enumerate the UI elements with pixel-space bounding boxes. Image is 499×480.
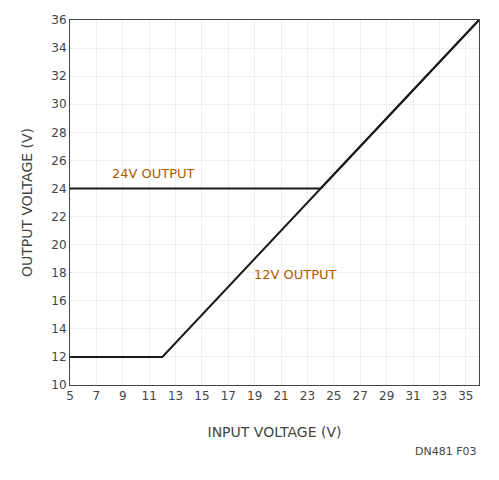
svg-text:30: 30: [51, 97, 66, 111]
svg-text:26: 26: [51, 154, 66, 168]
svg-text:9: 9: [119, 389, 127, 403]
svg-text:31: 31: [405, 389, 420, 403]
svg-text:INPUT VOLTAGE (V): INPUT VOLTAGE (V): [208, 424, 342, 440]
svg-text:19: 19: [247, 389, 262, 403]
svg-text:OUTPUT VOLTAGE (V): OUTPUT VOLTAGE (V): [19, 128, 35, 277]
svg-text:16: 16: [51, 294, 66, 308]
svg-text:36: 36: [51, 13, 66, 27]
svg-text:28: 28: [51, 126, 66, 140]
svg-text:14: 14: [51, 322, 66, 336]
svg-text:32: 32: [51, 69, 66, 83]
svg-text:21: 21: [273, 389, 288, 403]
svg-text:10: 10: [51, 378, 66, 392]
svg-text:35: 35: [458, 389, 473, 403]
svg-text:27: 27: [353, 389, 368, 403]
svg-text:23: 23: [300, 389, 315, 403]
svg-text:11: 11: [142, 389, 157, 403]
svg-text:15: 15: [194, 389, 209, 403]
svg-text:24V OUTPUT: 24V OUTPUT: [112, 166, 195, 181]
svg-text:20: 20: [51, 238, 66, 252]
svg-text:DN481 F03: DN481 F03: [415, 445, 477, 458]
svg-text:12: 12: [51, 350, 66, 364]
svg-text:22: 22: [51, 210, 66, 224]
svg-text:17: 17: [221, 389, 236, 403]
svg-text:18: 18: [51, 266, 66, 280]
svg-text:7: 7: [93, 389, 101, 403]
svg-text:29: 29: [379, 389, 394, 403]
svg-text:24: 24: [51, 182, 66, 196]
svg-text:13: 13: [168, 389, 183, 403]
svg-text:33: 33: [432, 389, 447, 403]
svg-text:5: 5: [66, 389, 74, 403]
svg-text:34: 34: [51, 41, 66, 55]
svg-text:12V OUTPUT: 12V OUTPUT: [254, 267, 337, 282]
svg-text:25: 25: [326, 389, 341, 403]
